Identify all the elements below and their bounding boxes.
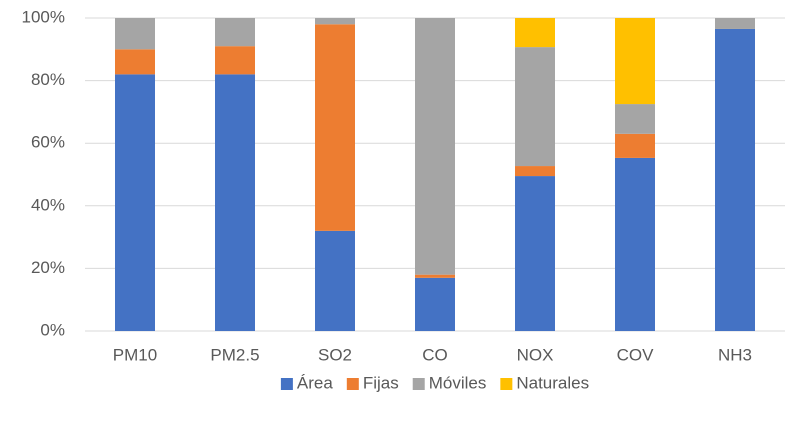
legend-label: Fijas (363, 373, 399, 392)
bar-segment (415, 277, 455, 331)
legend-swatch (412, 378, 425, 390)
x-tick-label: CO (422, 345, 448, 364)
y-tick-label: 40% (31, 195, 65, 214)
bar-segment (315, 230, 355, 331)
x-tick-label: NH3 (718, 345, 752, 364)
bar-segment (715, 28, 755, 332)
bar-segment (615, 18, 655, 105)
y-tick-label: 20% (31, 258, 65, 277)
bar-segment (415, 274, 455, 278)
x-tick-label: PM10 (113, 345, 157, 364)
bar-segment (215, 18, 255, 47)
legend-swatch (500, 378, 513, 390)
bar-segment (415, 18, 455, 275)
x-tick-label: COV (617, 345, 655, 364)
y-tick-label: 80% (31, 70, 65, 89)
y-tick-label: 0% (40, 320, 65, 339)
y-tick-label: 60% (31, 133, 65, 152)
x-tick-label: SO2 (318, 345, 352, 364)
legend-swatch (346, 378, 359, 390)
legend-swatch (280, 378, 293, 390)
bar-segment (615, 133, 655, 158)
bar-segment (115, 74, 155, 331)
legend-label: Naturales (516, 373, 589, 392)
bar-segment (515, 18, 555, 48)
bar-segment (515, 166, 555, 177)
legend-label: Móviles (429, 373, 487, 392)
bar-segment (615, 157, 655, 331)
bar-segment (215, 46, 255, 75)
bar-segment (115, 18, 155, 50)
x-tick-label: PM2.5 (210, 345, 259, 364)
y-tick-label: 100% (22, 7, 65, 26)
legend-label: Área (297, 373, 333, 392)
bar-segment (315, 24, 355, 231)
bar-segment (615, 104, 655, 134)
bar-segment (515, 47, 555, 167)
bar-segment (715, 18, 755, 29)
bar-segment (215, 74, 255, 331)
x-tick-label: NOX (517, 345, 554, 364)
bar-segment (515, 176, 555, 331)
bar-segment (115, 49, 155, 75)
bar-segment (315, 18, 355, 25)
